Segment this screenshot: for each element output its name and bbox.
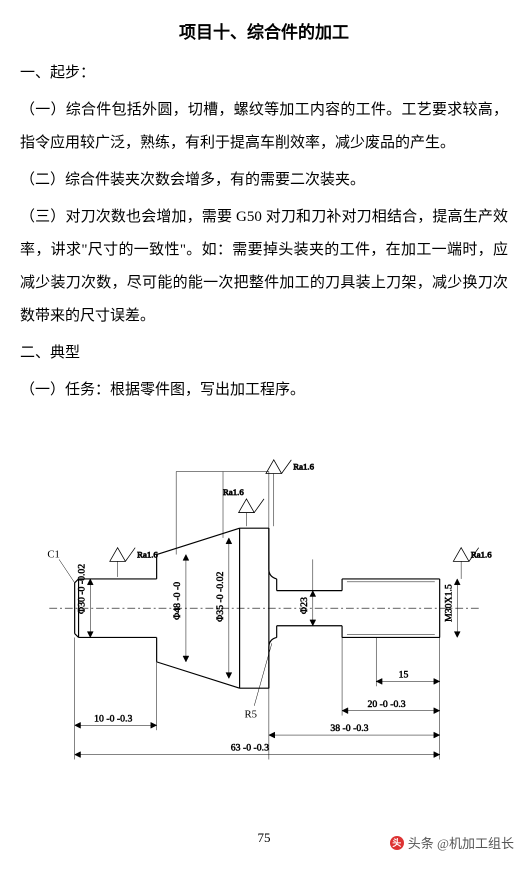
watermark: 头 头条 @机加工组长 [390, 833, 514, 852]
dim-38: 38 -0 -0.3 [330, 723, 368, 734]
section-2-heading: 二、典型 [20, 337, 508, 370]
ra-label-2: Ra1.6 [137, 549, 158, 559]
dim-d23: Φ23 [299, 597, 310, 614]
dim-d48: Φ48 -0 -0 [172, 582, 183, 620]
paragraph-2: （二）综合件装夹次数会增多，有的需要二次装夹。 [20, 164, 508, 197]
svg-text:C1: C1 [47, 548, 60, 560]
dim-d30: Φ30 -0 -0.02 [76, 564, 87, 614]
dim-10: 10 -0 -0.3 [94, 713, 132, 724]
part-drawing-svg: Ra1.6 Ra1.6 Ra1.6 Ra1.6 [20, 413, 508, 774]
engineering-drawing: Ra1.6 Ra1.6 Ra1.6 Ra1.6 [20, 413, 508, 774]
chamfer-label: C1 [47, 548, 74, 582]
paragraph-1: （一）综合件包括外圆，切槽，螺纹等加工内容的工件。工艺要求较高，指令应用较广泛，… [20, 94, 508, 160]
section-1-heading: 一、起步： [20, 57, 508, 90]
dimension-extension-lines [118, 472, 462, 579]
dim-d35: Φ35 -0 -0.02 [215, 572, 226, 622]
ra-label-4: Ra1.6 [471, 549, 492, 559]
task-line: （一）任务：根据零件图，写出加工程序。 [20, 374, 508, 407]
dim-20: 20 -0 -0.3 [367, 699, 405, 710]
ra-label-1: Ra1.6 [293, 462, 314, 472]
dim-m30: M30X1.5 [443, 584, 454, 622]
surface-finish-symbols: Ra1.6 Ra1.6 Ra1.6 Ra1.6 [110, 460, 492, 562]
paragraph-3: （三）对刀次数也会增加，需要 G50 对刀和刀补对刀相结合，提高生产效率，讲求"… [20, 201, 508, 333]
dim-15: 15 [399, 669, 409, 680]
thread-hatch [347, 582, 435, 635]
dim-63: 63 -0 -0.3 [231, 743, 269, 754]
page-number: 75 [258, 830, 271, 846]
watermark-text: 头条 @机加工组长 [408, 833, 514, 852]
horizontal-dimensions: 10 -0 -0.3 15 20 -0 -0.3 38 -0 -0.3 63 -… [75, 637, 440, 759]
page-title: 项目十、综合件的加工 [20, 18, 508, 43]
radius-label: R5 [244, 643, 271, 720]
svg-text:R5: R5 [244, 709, 257, 721]
ra-label-3: Ra1.6 [223, 487, 244, 497]
watermark-icon: 头 [390, 836, 404, 850]
